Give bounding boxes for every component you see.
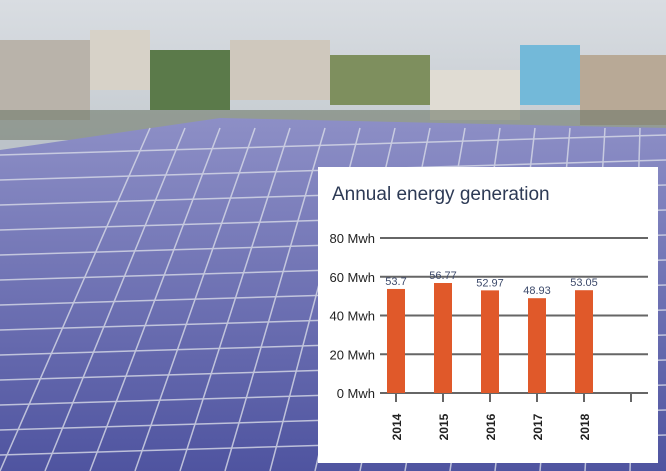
data-label: 48.93 xyxy=(523,285,551,297)
panel-seam xyxy=(0,127,151,471)
data-label: 53.05 xyxy=(570,277,598,289)
x-tick-label: 2014 xyxy=(390,413,404,440)
chart-title: Annual energy generation xyxy=(332,184,550,205)
y-tick-label: 40 Mwh xyxy=(329,309,375,324)
x-tick-label: 2017 xyxy=(531,413,545,440)
panel-seam xyxy=(89,127,221,471)
x-tick-label: 2016 xyxy=(484,413,498,440)
panel-seam xyxy=(0,134,666,156)
data-label: 52.97 xyxy=(476,277,504,289)
chart-panel: Annual energy generation 0 Mwh 20 Mwh 40 M… xyxy=(318,167,658,463)
y-tick-label: 20 Mwh xyxy=(329,347,375,362)
x-tick-label: 2018 xyxy=(578,413,592,440)
bar xyxy=(528,298,546,393)
y-tick-label: 0 Mwh xyxy=(337,386,375,401)
x-tick-label: 2015 xyxy=(437,413,451,440)
panel-seam xyxy=(224,127,326,471)
bar-chart: 0 Mwh 20 Mwh 40 Mwh 60 Mwh 80 Mwh 53.7 2014 56.… xyxy=(329,231,648,440)
bar xyxy=(434,283,452,393)
bar xyxy=(575,290,593,393)
panel-seam xyxy=(44,127,186,471)
data-label: 56.77 xyxy=(429,270,457,282)
data-label: 53.7 xyxy=(385,276,406,288)
bar xyxy=(387,288,405,393)
panel-seam xyxy=(179,127,291,471)
y-tick-label: 60 Mwh xyxy=(329,270,375,285)
y-tick-label: 80 Mwh xyxy=(329,231,375,246)
bar xyxy=(481,290,499,393)
